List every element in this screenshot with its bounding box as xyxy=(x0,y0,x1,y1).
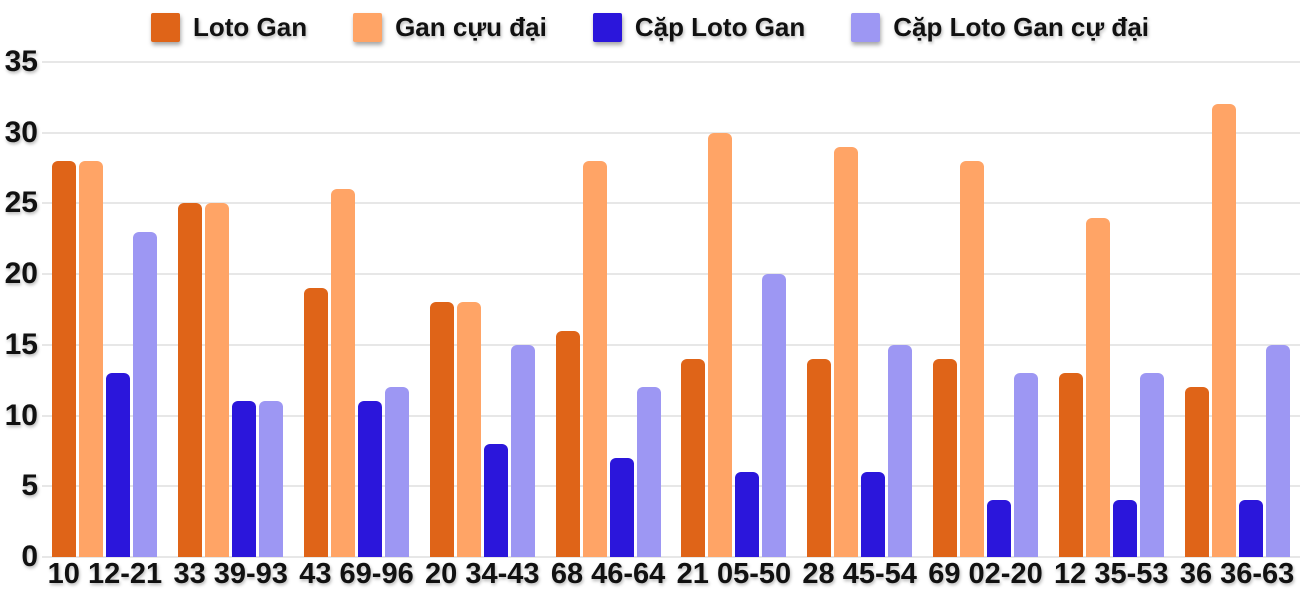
plot-area xyxy=(42,61,1300,558)
bar-group-1 xyxy=(168,62,294,557)
legend-label: Loto Gan xyxy=(192,12,308,42)
bar-gan-c-u-i xyxy=(79,161,104,557)
x-tick-label-7: 69 02-20 xyxy=(928,558,1043,590)
bar-loto-gan xyxy=(303,288,328,557)
bar-loto-gan xyxy=(429,302,454,557)
bar-gan-c-u-i xyxy=(330,189,355,557)
bar-gan-c-u-i xyxy=(959,161,984,557)
bar-groups xyxy=(42,62,1300,557)
bar-c-p-loto-gan-c-i xyxy=(1139,373,1164,557)
y-tick-label-10: 10 xyxy=(4,398,38,432)
bar-group-6 xyxy=(797,62,923,557)
y-tick-label-0: 0 xyxy=(21,540,38,573)
bar-c-p-loto-gan xyxy=(735,472,760,557)
gridline-15 xyxy=(42,343,1300,346)
legend-item-3: Cặp Loto Gan cự đại xyxy=(851,12,1149,42)
bar-loto-gan xyxy=(555,330,580,557)
x-tick-label-1: 33 39-93 xyxy=(173,558,288,590)
gridline-30 xyxy=(42,131,1300,134)
legend: Loto Gan Gan cựu đại Cặp Loto Gan Cặp Loto … xyxy=(0,6,1300,48)
bar-loto-gan xyxy=(1184,387,1209,557)
bar-c-p-loto-gan-c-i xyxy=(133,231,158,557)
x-tick-label-0: 10 12-21 xyxy=(47,558,163,590)
bar-group-7 xyxy=(923,62,1049,557)
x-tick-label-2: 43 69-96 xyxy=(299,558,414,590)
bar-c-p-loto-gan-c-i xyxy=(259,401,284,557)
x-tick-label-4: 68 46-64 xyxy=(550,558,666,590)
bar-c-p-loto-gan xyxy=(483,443,508,557)
bar-group-3 xyxy=(419,62,545,557)
gridline-20 xyxy=(42,273,1300,276)
bar-c-p-loto-gan-c-i xyxy=(510,344,535,557)
bar-c-p-loto-gan-c-i xyxy=(636,387,661,557)
y-axis: 0 5 10 15 20 25 30 35 xyxy=(0,47,38,572)
bar-c-p-loto-gan xyxy=(1112,500,1137,557)
y-tick-label-15: 15 xyxy=(4,327,38,361)
bar-c-p-loto-gan xyxy=(232,401,257,557)
legend-swatch-icon xyxy=(592,12,622,42)
bar-gan-c-u-i xyxy=(1085,217,1110,557)
gridline-25 xyxy=(42,202,1300,205)
bar-gan-c-u-i xyxy=(1211,104,1236,557)
legend-swatch-icon xyxy=(353,12,383,42)
y-tick-label-20: 20 xyxy=(4,257,38,291)
gridline-35 xyxy=(42,61,1300,63)
bar-c-p-loto-gan xyxy=(986,500,1011,557)
legend-swatch-icon xyxy=(851,12,881,42)
gridline-10 xyxy=(42,414,1300,417)
gridline-0 xyxy=(42,556,1300,558)
bar-group-9 xyxy=(1174,62,1300,557)
bar-gan-c-u-i xyxy=(582,161,607,557)
bar-group-0 xyxy=(42,62,168,557)
bar-loto-gan xyxy=(1058,373,1083,557)
y-tick-label-5: 5 xyxy=(21,469,38,503)
bar-c-p-loto-gan xyxy=(1238,500,1263,557)
legend-item-0: Loto Gan xyxy=(150,12,308,42)
bar-loto-gan xyxy=(807,359,832,557)
bar-group-2 xyxy=(294,62,420,557)
x-tick-label-6: 28 45-54 xyxy=(802,558,917,590)
x-tick-label-9: 36 36-63 xyxy=(1179,558,1295,590)
bar-c-p-loto-gan-c-i xyxy=(1265,344,1290,557)
bar-gan-c-u-i xyxy=(205,203,230,557)
bar-loto-gan xyxy=(932,359,957,557)
legend-label: Gan cựu đại xyxy=(395,12,547,42)
bar-gan-c-u-i xyxy=(708,132,733,557)
bar-c-p-loto-gan xyxy=(861,472,886,557)
x-tick-label-5: 21 05-50 xyxy=(676,558,792,590)
legend-swatch-icon xyxy=(150,12,180,42)
x-tick-label-3: 20 34-43 xyxy=(425,558,540,590)
x-axis: 10 12-21 33 39-93 43 69-96 20 34-43 68 46-64… xyxy=(42,558,1300,599)
bar-c-p-loto-gan xyxy=(106,373,131,557)
bar-c-p-loto-gan-c-i xyxy=(1013,373,1038,557)
bar-group-4 xyxy=(545,62,671,557)
y-tick-label-25: 25 xyxy=(4,186,38,220)
x-tick-label-8: 12 35-53 xyxy=(1054,558,1169,590)
bar-loto-gan xyxy=(681,359,706,557)
y-tick-label-30: 30 xyxy=(4,115,38,149)
y-tick-label-35: 35 xyxy=(4,45,38,78)
gridline-5 xyxy=(42,485,1300,488)
legend-item-2: Cặp Loto Gan xyxy=(592,12,806,42)
legend-item-1: Gan cựu đại xyxy=(353,12,547,42)
bar-loto-gan xyxy=(178,203,203,557)
bar-c-p-loto-gan xyxy=(609,458,634,557)
legend-label: Cặp Loto Gan cự đại xyxy=(893,12,1149,42)
bar-gan-c-u-i xyxy=(456,302,481,557)
bar-gan-c-u-i xyxy=(834,146,859,557)
legend-label: Cặp Loto Gan xyxy=(634,12,806,42)
bar-loto-gan xyxy=(52,161,77,557)
bar-c-p-loto-gan-c-i xyxy=(384,387,409,557)
bar-c-p-loto-gan-c-i xyxy=(888,344,913,557)
bar-c-p-loto-gan xyxy=(357,401,382,557)
bar-group-5 xyxy=(671,62,797,557)
bar-c-p-loto-gan-c-i xyxy=(762,274,787,557)
bar-group-8 xyxy=(1048,62,1174,557)
